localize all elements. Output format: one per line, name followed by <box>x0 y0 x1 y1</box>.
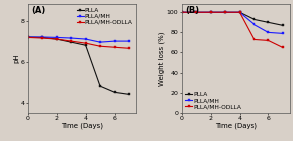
Y-axis label: pH: pH <box>13 54 19 63</box>
PLLA/MH-ODLLA <box>40 37 44 39</box>
PLLA/MH <box>127 40 131 42</box>
PLLA <box>127 93 131 95</box>
PLLA <box>252 18 256 20</box>
PLLA/MH-ODLLA <box>281 47 285 48</box>
PLLA/MH <box>113 40 116 42</box>
PLLA/MH <box>238 11 241 13</box>
PLLA <box>180 11 183 13</box>
Line: PLLA/MH: PLLA/MH <box>180 11 284 35</box>
PLLA/MH-ODLLA <box>69 40 73 42</box>
Y-axis label: Weight loss (%): Weight loss (%) <box>159 31 165 86</box>
PLLA/MH <box>267 32 270 33</box>
PLLA/MH-ODLLA <box>238 11 241 13</box>
PLLA <box>238 11 241 13</box>
PLLA/MH-ODLLA <box>223 11 227 13</box>
PLLA/MH <box>55 37 59 38</box>
PLLA/MH-ODLLA <box>194 11 198 13</box>
PLLA/MH <box>84 38 87 40</box>
X-axis label: Time (Days): Time (Days) <box>215 123 257 129</box>
PLLA <box>194 11 198 13</box>
PLLA <box>267 21 270 23</box>
PLLA <box>281 25 285 26</box>
PLLA/MH-ODLLA <box>127 47 131 49</box>
PLLA/MH-ODLLA <box>98 45 102 47</box>
PLLA/MH <box>40 36 44 38</box>
Legend: PLLA, PLLA/MH, PLLA/MH-ODLLA: PLLA, PLLA/MH, PLLA/MH-ODLLA <box>76 7 133 25</box>
PLLA/MH-ODLLA <box>113 46 116 48</box>
PLLA/MH <box>281 33 285 34</box>
PLLA <box>98 85 102 87</box>
PLLA/MH-ODLLA <box>84 42 87 44</box>
Legend: PLLA, PLLA/MH, PLLA/MH-ODLLA: PLLA, PLLA/MH, PLLA/MH-ODLLA <box>185 92 242 110</box>
PLLA/MH <box>223 11 227 13</box>
Text: (A): (A) <box>31 6 45 15</box>
PLLA/MH <box>194 11 198 13</box>
Line: PLLA/MH-ODLLA: PLLA/MH-ODLLA <box>180 11 284 49</box>
PLLA <box>84 44 87 46</box>
PLLA/MH <box>98 41 102 43</box>
PLLA/MH-ODLLA <box>26 37 30 38</box>
PLLA <box>26 36 30 38</box>
Text: (B): (B) <box>185 6 199 15</box>
PLLA <box>69 41 73 43</box>
Line: PLLA/MH: PLLA/MH <box>26 36 130 44</box>
PLLA/MH-ODLLA <box>180 11 183 13</box>
PLLA/MH <box>26 36 30 38</box>
PLLA <box>223 11 227 13</box>
PLLA <box>55 38 59 40</box>
PLLA/MH-ODLLA <box>267 40 270 41</box>
PLLA <box>40 37 44 38</box>
Line: PLLA: PLLA <box>180 11 284 27</box>
PLLA/MH <box>180 11 183 13</box>
PLLA/MH <box>209 11 212 13</box>
PLLA/MH-ODLLA <box>55 38 59 40</box>
PLLA/MH-ODLLA <box>209 11 212 13</box>
Line: PLLA/MH-ODLLA: PLLA/MH-ODLLA <box>26 36 130 50</box>
Line: PLLA: PLLA <box>26 36 130 96</box>
PLLA/MH-ODLLA <box>252 39 256 40</box>
X-axis label: Time (Days): Time (Days) <box>61 123 103 129</box>
PLLA/MH <box>252 24 256 25</box>
PLLA <box>209 11 212 13</box>
PLLA/MH <box>69 37 73 39</box>
PLLA <box>113 92 116 93</box>
